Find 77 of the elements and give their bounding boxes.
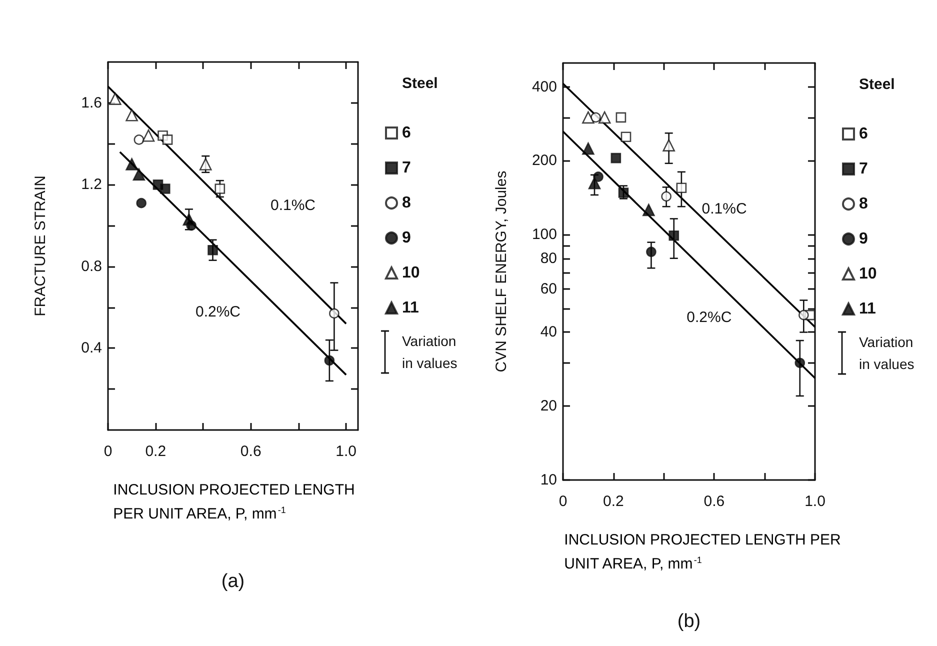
point <box>134 134 144 145</box>
legend-label: 10 <box>402 264 420 282</box>
text: (a) <box>221 571 245 592</box>
y-tick-label: 10 <box>540 472 557 488</box>
y-tick-label: 20 <box>540 398 557 415</box>
point <box>794 358 806 368</box>
point <box>661 191 672 202</box>
point <box>199 158 212 170</box>
y-tick-label: 40 <box>540 324 557 341</box>
point <box>132 168 146 181</box>
point <box>620 132 632 142</box>
point <box>582 111 594 124</box>
point <box>588 176 601 190</box>
legend-label: 11 <box>859 300 876 318</box>
x-tick-label: 0.2 <box>145 443 166 460</box>
y-tick-label: 100 <box>532 226 557 244</box>
y-tick-label: 1.2 <box>81 176 102 194</box>
point <box>610 152 622 164</box>
point <box>618 188 629 198</box>
x-tick-label: 0 <box>558 493 568 510</box>
legend-label: 8 <box>402 194 411 212</box>
legend-title: Steel <box>402 75 438 92</box>
annotation: 0.2%C <box>195 304 241 321</box>
point <box>590 112 601 123</box>
y-tick-label: 80 <box>540 250 557 267</box>
annotation: 0.1%C <box>702 200 747 218</box>
point <box>668 230 680 241</box>
annotation: 0.2%C <box>686 308 732 326</box>
x-tick-label: 0 <box>104 443 112 460</box>
y-tick-label: 400 <box>532 78 557 96</box>
point <box>126 158 138 170</box>
legend-label: 6 <box>402 124 411 142</box>
point <box>208 244 218 256</box>
legend-label: 10 <box>859 266 877 282</box>
point <box>108 92 122 105</box>
point <box>324 355 335 366</box>
y-tick-label: 0.8 <box>81 258 102 275</box>
point <box>329 308 340 319</box>
point <box>214 184 226 194</box>
point <box>136 198 146 208</box>
legend-title: Steel <box>859 76 895 93</box>
y-axis-title: CVN SHELF ENERGY, Joules <box>493 170 510 372</box>
point <box>598 111 611 124</box>
y-tick-label: 60 <box>540 280 557 298</box>
y-tick-label: 200 <box>532 152 557 170</box>
text: Variation in values <box>402 333 460 371</box>
point <box>160 184 170 194</box>
point <box>676 182 687 193</box>
text: (b) <box>677 611 701 632</box>
legend-label: 7 <box>859 160 868 178</box>
legend-label: 9 <box>402 230 411 246</box>
x-tick-label: 0.6 <box>704 493 725 510</box>
x-tick-label: 0.6 <box>240 443 262 460</box>
y-tick-label: 1.6 <box>81 94 102 112</box>
point <box>593 172 604 182</box>
point <box>662 139 675 152</box>
annotation: 0.1%C <box>270 197 316 214</box>
x-tick-label: 1.0 <box>336 443 357 460</box>
legend-label: 9 <box>859 230 868 248</box>
y-tick-label: 0.4 <box>81 340 102 357</box>
point <box>126 109 138 122</box>
y-axis-title: FRACTURE STRAIN <box>32 176 49 316</box>
point <box>582 142 594 155</box>
point <box>646 246 656 258</box>
legend-label: 11 <box>402 300 420 316</box>
legend-label: 6 <box>859 126 868 142</box>
point <box>616 112 626 123</box>
point <box>142 129 155 142</box>
point <box>798 310 809 320</box>
text: Variation in values <box>859 334 918 372</box>
legend-label: 7 <box>402 160 411 176</box>
x-tick-label: 1.0 <box>804 493 826 510</box>
legend-label: 8 <box>859 196 868 212</box>
point <box>642 204 655 216</box>
x-tick-label: 0.2 <box>602 493 624 510</box>
point <box>182 213 196 226</box>
point <box>162 134 173 145</box>
